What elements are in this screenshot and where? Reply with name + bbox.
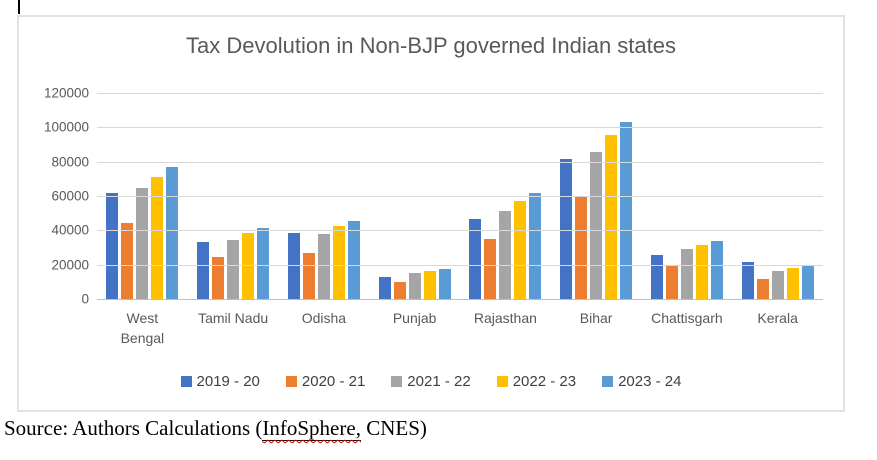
bar-series-2023-24 bbox=[438, 268, 451, 299]
x-category-label: Bihar bbox=[579, 310, 613, 326]
x-category-label: Odisha bbox=[301, 310, 347, 326]
legend-swatch-icon bbox=[391, 376, 403, 387]
bar-series-2021-22 bbox=[227, 239, 240, 299]
bar-series-2023-24 bbox=[257, 227, 270, 299]
x-category-label: Kerala bbox=[757, 310, 798, 326]
y-tick-label: 0 bbox=[81, 291, 89, 307]
bar-group bbox=[188, 93, 279, 299]
bar-groups bbox=[97, 93, 823, 299]
legend-item: 2021 - 22 bbox=[391, 373, 471, 390]
y-tick-label: 80000 bbox=[51, 154, 89, 170]
bar-series-2022-23 bbox=[786, 268, 799, 299]
bar-series-2019-20 bbox=[197, 241, 210, 299]
bar-series-2019-20 bbox=[287, 232, 300, 299]
bar-series-2022-23 bbox=[332, 226, 345, 299]
bar-series-2019-20 bbox=[560, 159, 573, 299]
legend-item: 2020 - 21 bbox=[285, 373, 366, 390]
bar-series-2019-20 bbox=[469, 219, 482, 299]
legend-label: 2019 - 20 bbox=[196, 373, 260, 390]
plot-area bbox=[97, 93, 823, 300]
source-text-misspelled-word: InfoSphere, bbox=[262, 416, 361, 441]
bar-group bbox=[279, 93, 370, 299]
x-axis-line bbox=[97, 299, 823, 300]
y-axis: 0 20000 40000 60000 80000 100000 120000 bbox=[19, 86, 89, 307]
bar-series-2019-20 bbox=[650, 255, 663, 299]
bar-series-2020-21 bbox=[665, 265, 678, 299]
chart-legend: 2019 - 20 2020 - 21 2021 - 22 2022 - 23 2023… bbox=[19, 373, 843, 390]
gridline bbox=[97, 93, 823, 94]
bar-series-2021-22 bbox=[499, 211, 512, 299]
legend-swatch-icon bbox=[602, 376, 614, 387]
gridline bbox=[97, 161, 823, 163]
bar-series-2020-21 bbox=[393, 281, 406, 299]
bar-series-2020-21 bbox=[121, 222, 134, 299]
legend-item: 2022 - 23 bbox=[496, 373, 577, 390]
text-cursor bbox=[18, 0, 20, 14]
bar-series-2023-24 bbox=[529, 193, 542, 299]
bar-group bbox=[97, 93, 188, 299]
bar-group bbox=[369, 93, 460, 299]
legend-label: 2023 - 24 bbox=[618, 373, 682, 390]
legend-swatch-icon bbox=[496, 376, 508, 387]
bar-series-2021-22 bbox=[317, 233, 330, 299]
gridline bbox=[97, 196, 823, 197]
x-axis-labels: West Bengal Tamil Nadu Odisha Punjab Rajasth… bbox=[97, 309, 823, 348]
y-tick-label: 120000 bbox=[43, 85, 89, 101]
legend-swatch-icon bbox=[285, 376, 297, 387]
bar-group bbox=[551, 93, 642, 299]
x-category-label: West Bengal bbox=[120, 310, 165, 346]
bar-series-2022-23 bbox=[242, 232, 255, 299]
source-caption: Source: Authors Calculations (InfoSphere… bbox=[4, 416, 427, 441]
x-category-label: Tamil Nadu bbox=[198, 310, 269, 326]
chart-object[interactable]: Tax Devolution in Non-BJP governed India… bbox=[17, 15, 845, 412]
y-tick-label: 40000 bbox=[51, 222, 89, 238]
gridline bbox=[97, 230, 823, 232]
bar-series-2023-24 bbox=[801, 265, 814, 299]
bar-series-2020-21 bbox=[212, 256, 225, 299]
source-text-prefix: Source: Authors Calculations ( bbox=[4, 416, 263, 440]
bar-series-2019-20 bbox=[741, 262, 754, 299]
bar-series-2023-24 bbox=[347, 220, 360, 299]
x-category-label: Chattisgarh bbox=[651, 310, 723, 326]
bar-group bbox=[460, 93, 551, 299]
bar-series-2020-21 bbox=[484, 238, 497, 299]
legend-item: 2023 - 24 bbox=[602, 373, 681, 390]
bar-series-2023-24 bbox=[710, 240, 723, 299]
y-tick-label: 100000 bbox=[43, 119, 89, 135]
bar-series-2023-24 bbox=[166, 166, 179, 299]
bar-series-2021-22 bbox=[680, 249, 693, 299]
chart-title: Tax Devolution in Non-BJP governed India… bbox=[186, 33, 676, 58]
legend-item: 2019 - 20 bbox=[180, 373, 260, 390]
legend-label: 2021 - 22 bbox=[407, 373, 471, 390]
bar-group bbox=[732, 93, 823, 299]
x-category-label: Punjab bbox=[392, 310, 437, 326]
bar-group bbox=[642, 93, 733, 299]
bar-series-2020-21 bbox=[756, 279, 769, 299]
bar-series-2019-20 bbox=[378, 276, 391, 299]
gridline bbox=[97, 127, 823, 129]
bar-series-2021-22 bbox=[408, 273, 421, 299]
bar-series-2022-23 bbox=[423, 270, 436, 299]
bar-series-2022-23 bbox=[605, 135, 618, 299]
y-tick-label: 20000 bbox=[51, 257, 89, 273]
bar-series-2022-23 bbox=[695, 244, 708, 299]
bar-series-2019-20 bbox=[106, 192, 119, 299]
bar-series-2020-21 bbox=[575, 196, 588, 299]
legend-label: 2022 - 23 bbox=[512, 373, 577, 390]
bar-series-2022-23 bbox=[151, 177, 164, 299]
x-category-label: Rajasthan bbox=[473, 310, 537, 326]
gridline bbox=[97, 264, 823, 266]
bar-series-2021-22 bbox=[590, 152, 603, 299]
bar-series-2021-22 bbox=[771, 270, 784, 299]
y-tick-label: 60000 bbox=[51, 188, 89, 204]
bar-series-2022-23 bbox=[514, 201, 527, 299]
bar-series-2023-24 bbox=[620, 122, 633, 299]
source-text-suffix: CNES) bbox=[360, 416, 427, 440]
legend-label: 2020 - 21 bbox=[301, 373, 366, 390]
legend-swatch-icon bbox=[180, 376, 192, 387]
bar-series-2021-22 bbox=[136, 188, 149, 299]
bar-series-2020-21 bbox=[302, 252, 315, 299]
